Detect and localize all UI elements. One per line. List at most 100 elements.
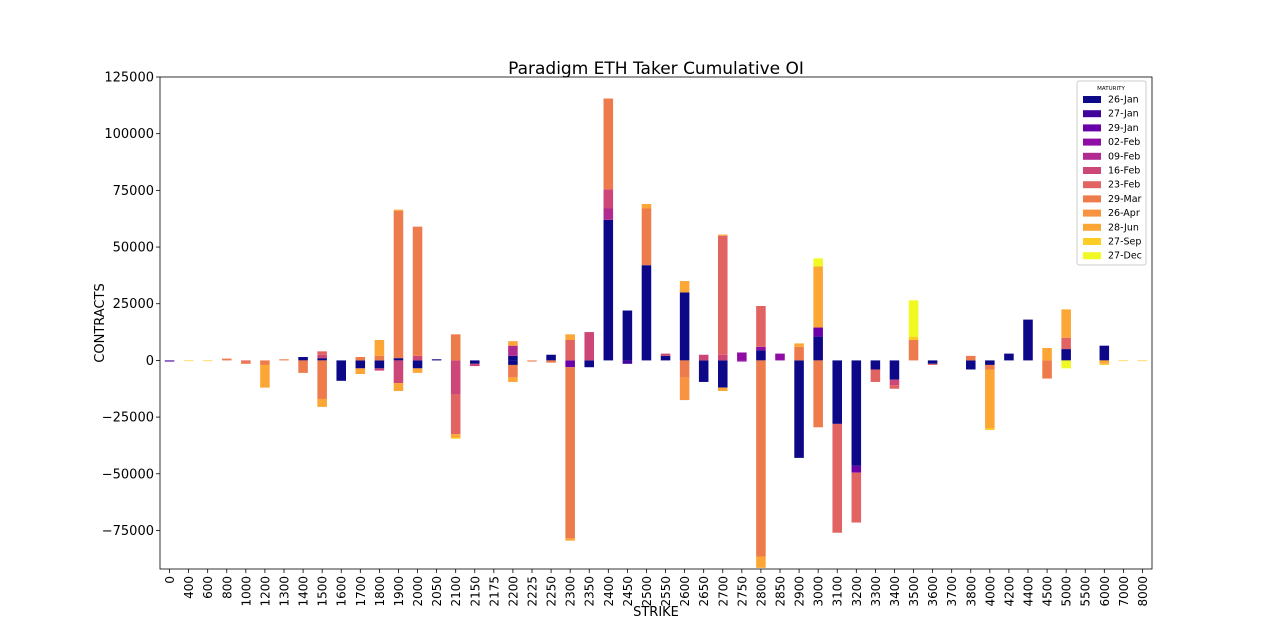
bar-segment bbox=[870, 360, 881, 370]
x-tick-label: 3100 bbox=[831, 576, 845, 607]
bar-segment bbox=[1023, 319, 1033, 361]
bar-segment bbox=[756, 346, 766, 351]
x-tick-label: 3400 bbox=[888, 576, 902, 607]
x-tick-label: 4400 bbox=[1022, 576, 1036, 607]
legend-swatch bbox=[1083, 110, 1101, 118]
legend-swatch bbox=[1083, 238, 1101, 245]
x-tick-label: 400 bbox=[182, 576, 196, 599]
bar-segment bbox=[985, 369, 995, 429]
bar-segment bbox=[851, 472, 862, 523]
y-tick-label: 50000 bbox=[113, 241, 154, 256]
x-tick-label: 5500 bbox=[1079, 576, 1093, 607]
x-tick-label: 4500 bbox=[1041, 576, 1055, 607]
x-tick-label: 2150 bbox=[468, 576, 482, 607]
bar-segment bbox=[889, 360, 900, 380]
x-tick-label: 3700 bbox=[945, 576, 959, 607]
bar-segment bbox=[565, 360, 575, 368]
legend-swatch bbox=[1083, 138, 1101, 146]
bar-segment bbox=[470, 363, 480, 367]
x-tick-label: 1500 bbox=[316, 576, 330, 607]
bar-segment bbox=[813, 360, 823, 428]
bar-segment bbox=[832, 423, 842, 533]
bar-segment bbox=[679, 377, 690, 401]
x-tick-label: 2250 bbox=[545, 576, 559, 607]
x-tick-label: 2600 bbox=[678, 576, 692, 607]
bar-segment bbox=[565, 334, 575, 341]
x-tick-label: 1600 bbox=[335, 576, 349, 607]
bar-segment bbox=[794, 360, 804, 458]
legend-label: 29-Mar bbox=[1108, 194, 1142, 205]
bar-segment bbox=[279, 359, 289, 361]
bar-segment bbox=[985, 360, 995, 365]
x-tick-label: 8000 bbox=[1136, 576, 1150, 607]
bar-segment bbox=[698, 360, 709, 382]
bar-segment bbox=[470, 360, 480, 364]
legend-label: 02-Feb bbox=[1108, 137, 1140, 148]
y-tick-label: 75000 bbox=[113, 184, 154, 199]
bar-segment bbox=[756, 360, 766, 557]
bar-segment bbox=[508, 345, 518, 356]
bars-layer bbox=[164, 98, 1148, 568]
bar-segment bbox=[603, 208, 614, 220]
x-tick-label: 1700 bbox=[354, 576, 368, 607]
bar-segment bbox=[603, 189, 614, 209]
x-tick-label: 600 bbox=[201, 576, 215, 599]
legend-label: 27-Dec bbox=[1108, 251, 1142, 262]
bar-segment bbox=[1099, 363, 1110, 365]
legend-label: 27-Jan bbox=[1108, 109, 1139, 120]
bar-segment bbox=[641, 265, 652, 361]
bar-segment bbox=[202, 360, 213, 362]
legend-title: MATURITY bbox=[1097, 86, 1125, 92]
bar-segment bbox=[450, 434, 461, 438]
bar-segment bbox=[718, 387, 728, 392]
bar-segment bbox=[393, 210, 404, 359]
x-tick-label: 2175 bbox=[487, 576, 501, 607]
y-axis-label: CONTRACTS bbox=[93, 283, 108, 362]
legend-swatch bbox=[1083, 167, 1101, 174]
legend-swatch bbox=[1083, 223, 1101, 231]
bar-segment bbox=[164, 360, 175, 362]
bar-segment bbox=[412, 355, 423, 361]
bar-segment bbox=[813, 258, 823, 267]
bar-segment bbox=[412, 368, 423, 373]
y-tick-label: 125000 bbox=[104, 71, 154, 86]
x-tick-label: 2650 bbox=[697, 576, 711, 607]
x-tick-label: 1200 bbox=[258, 576, 272, 607]
bar-segment bbox=[870, 369, 881, 382]
legend-swatch bbox=[1083, 195, 1101, 203]
bar-segment bbox=[641, 203, 652, 209]
bar-segment bbox=[317, 358, 327, 361]
bar-segment bbox=[927, 360, 938, 364]
bar-segment bbox=[889, 379, 900, 386]
bar-segment bbox=[393, 360, 404, 384]
bar-segment bbox=[737, 360, 747, 362]
bar-segment bbox=[966, 360, 976, 370]
bar-segment bbox=[260, 360, 270, 365]
bar-segment bbox=[508, 355, 518, 361]
bar-segment bbox=[393, 383, 404, 392]
bar-segment bbox=[546, 360, 556, 363]
bar-segment bbox=[508, 377, 518, 382]
legend-swatch bbox=[1083, 152, 1101, 160]
bar-segment bbox=[508, 364, 518, 378]
bar-segment bbox=[889, 385, 900, 389]
bar-segment bbox=[183, 360, 194, 362]
bar-segment bbox=[393, 209, 404, 211]
bar-segment bbox=[317, 398, 327, 407]
bar-segment bbox=[927, 363, 938, 365]
bar-segment bbox=[450, 394, 461, 435]
bar-segment bbox=[450, 334, 461, 361]
legend-label: 28-Jun bbox=[1108, 222, 1139, 233]
x-tick-label: 2400 bbox=[602, 576, 616, 607]
x-tick-label: 2700 bbox=[716, 576, 730, 607]
x-tick-label: 2350 bbox=[583, 576, 597, 607]
bar-segment bbox=[756, 305, 766, 347]
bar-segment bbox=[298, 357, 308, 361]
x-tick-label: 1900 bbox=[392, 576, 406, 607]
legend-label: 29-Jan bbox=[1108, 123, 1139, 134]
x-tick-label: 5000 bbox=[1060, 576, 1074, 607]
bar-segment bbox=[374, 355, 385, 361]
x-tick-label: 2450 bbox=[621, 576, 635, 607]
bar-segment bbox=[450, 360, 461, 395]
